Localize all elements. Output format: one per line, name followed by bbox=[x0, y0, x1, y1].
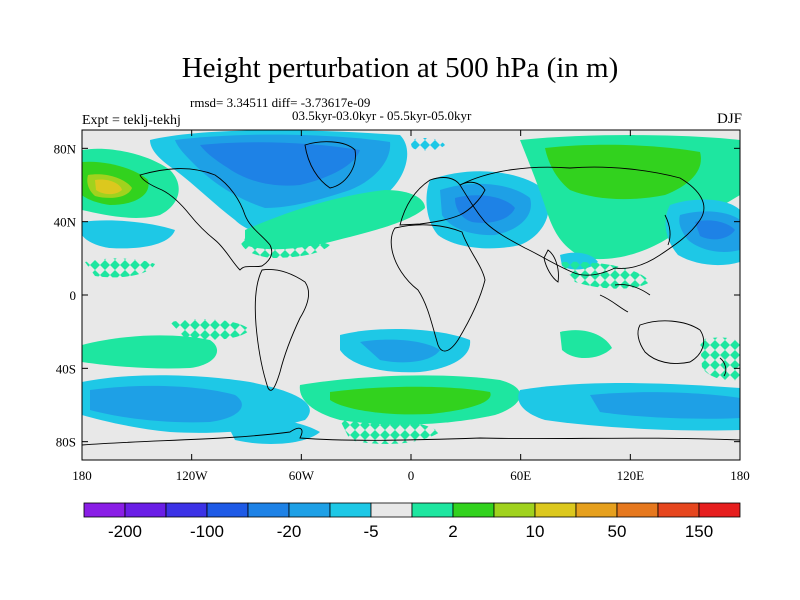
stats-line: rmsd= 3.34511 diff= -3.73617e-09 bbox=[190, 95, 371, 110]
green-hatched-pacific bbox=[85, 258, 155, 278]
cyan-region-antarctic-peninsula bbox=[225, 418, 320, 444]
colorbar-swatch bbox=[452, 502, 495, 518]
lon-tick-label: 120W bbox=[176, 468, 209, 483]
colorbar-label: 2 bbox=[448, 522, 457, 541]
darkblue-core-ne-pacific bbox=[695, 220, 735, 240]
colorbar: -200 -100 -20 -5 2 10 50 150 bbox=[83, 502, 741, 541]
lon-tick-label: 120E bbox=[617, 468, 645, 483]
colorbar-swatch bbox=[288, 502, 331, 518]
blue-band-southern-ocean-east bbox=[590, 392, 740, 419]
green-hatched-southeast bbox=[700, 337, 740, 381]
yellow-core-north-pacific bbox=[95, 179, 122, 195]
lime-band-southern-ocean bbox=[330, 386, 491, 415]
colorbar-swatch bbox=[165, 502, 208, 518]
season-label: DJF bbox=[716, 111, 742, 127]
colorbar-swatch bbox=[206, 502, 249, 518]
longitude-axis: 180 120W 60W 0 60E 120E 180 bbox=[72, 130, 750, 483]
lon-tick-label: 60W bbox=[289, 468, 315, 483]
lon-tick-label: 0 bbox=[408, 468, 415, 483]
lon-tick-label: 180 bbox=[72, 468, 92, 483]
colorbar-swatch bbox=[411, 502, 454, 518]
green-hatched-south-pacific bbox=[170, 319, 250, 340]
colorbar-label: -100 bbox=[190, 522, 224, 541]
colorbar-swatch bbox=[698, 502, 741, 518]
green-hatched-atlantic bbox=[240, 235, 330, 258]
green-band-south-pacific bbox=[82, 335, 218, 369]
lon-tick-label: 180 bbox=[730, 468, 750, 483]
blue-core-south-atlantic bbox=[360, 339, 440, 363]
green-region-north-atlantic bbox=[245, 190, 425, 250]
colorbar-label: -20 bbox=[277, 522, 302, 541]
lat-tick-label: 80S bbox=[56, 435, 76, 450]
colorbar-swatch bbox=[329, 502, 372, 518]
colorbar-swatch bbox=[83, 502, 126, 518]
colorbar-swatch bbox=[657, 502, 700, 518]
lon-tick-label: 60E bbox=[510, 468, 531, 483]
green-hatched-asia bbox=[560, 261, 650, 289]
colorbar-label: 10 bbox=[526, 522, 545, 541]
experiment-label: Expt = teklj-tekhj bbox=[82, 113, 181, 128]
lat-tick-label: 80N bbox=[54, 141, 77, 156]
colorbar-label: 150 bbox=[685, 522, 713, 541]
colorbar-label: -200 bbox=[108, 522, 142, 541]
coastlines bbox=[82, 141, 740, 446]
chart-title: Height perturbation at 500 hPa (in m) bbox=[181, 52, 619, 84]
green-hatched-antarctica bbox=[340, 418, 440, 444]
colorbar-label: -5 bbox=[363, 522, 378, 541]
lat-tick-label: 0 bbox=[70, 288, 77, 303]
darkblue-region-north-america bbox=[200, 142, 360, 186]
blue-hatched-arctic bbox=[410, 137, 445, 151]
lime-region-siberia bbox=[545, 144, 701, 200]
period-line: 03.5kyr-03.0kyr - 05.5kyr-05.0kyr bbox=[292, 108, 472, 123]
darkblue-core-europe bbox=[455, 195, 515, 223]
colorbar-swatch bbox=[247, 502, 290, 518]
blue-band-southern-ocean-west bbox=[90, 385, 242, 423]
lat-tick-label: 40S bbox=[56, 361, 76, 376]
cyan-region-west-pacific bbox=[82, 220, 175, 249]
lat-tick-label: 40N bbox=[54, 215, 77, 230]
colorbar-swatch bbox=[534, 502, 577, 518]
colorbar-swatch bbox=[575, 502, 618, 518]
green-region-south-indian bbox=[560, 330, 612, 359]
colorbar-swatch bbox=[616, 502, 659, 518]
latitude-axis: 80N 40N 0 40S 80S bbox=[54, 141, 740, 450]
colorbar-swatch bbox=[124, 502, 167, 518]
colorbar-swatch bbox=[370, 502, 413, 518]
contour-fields bbox=[82, 130, 740, 444]
colorbar-label: 50 bbox=[608, 522, 627, 541]
colorbar-swatch bbox=[493, 502, 536, 518]
